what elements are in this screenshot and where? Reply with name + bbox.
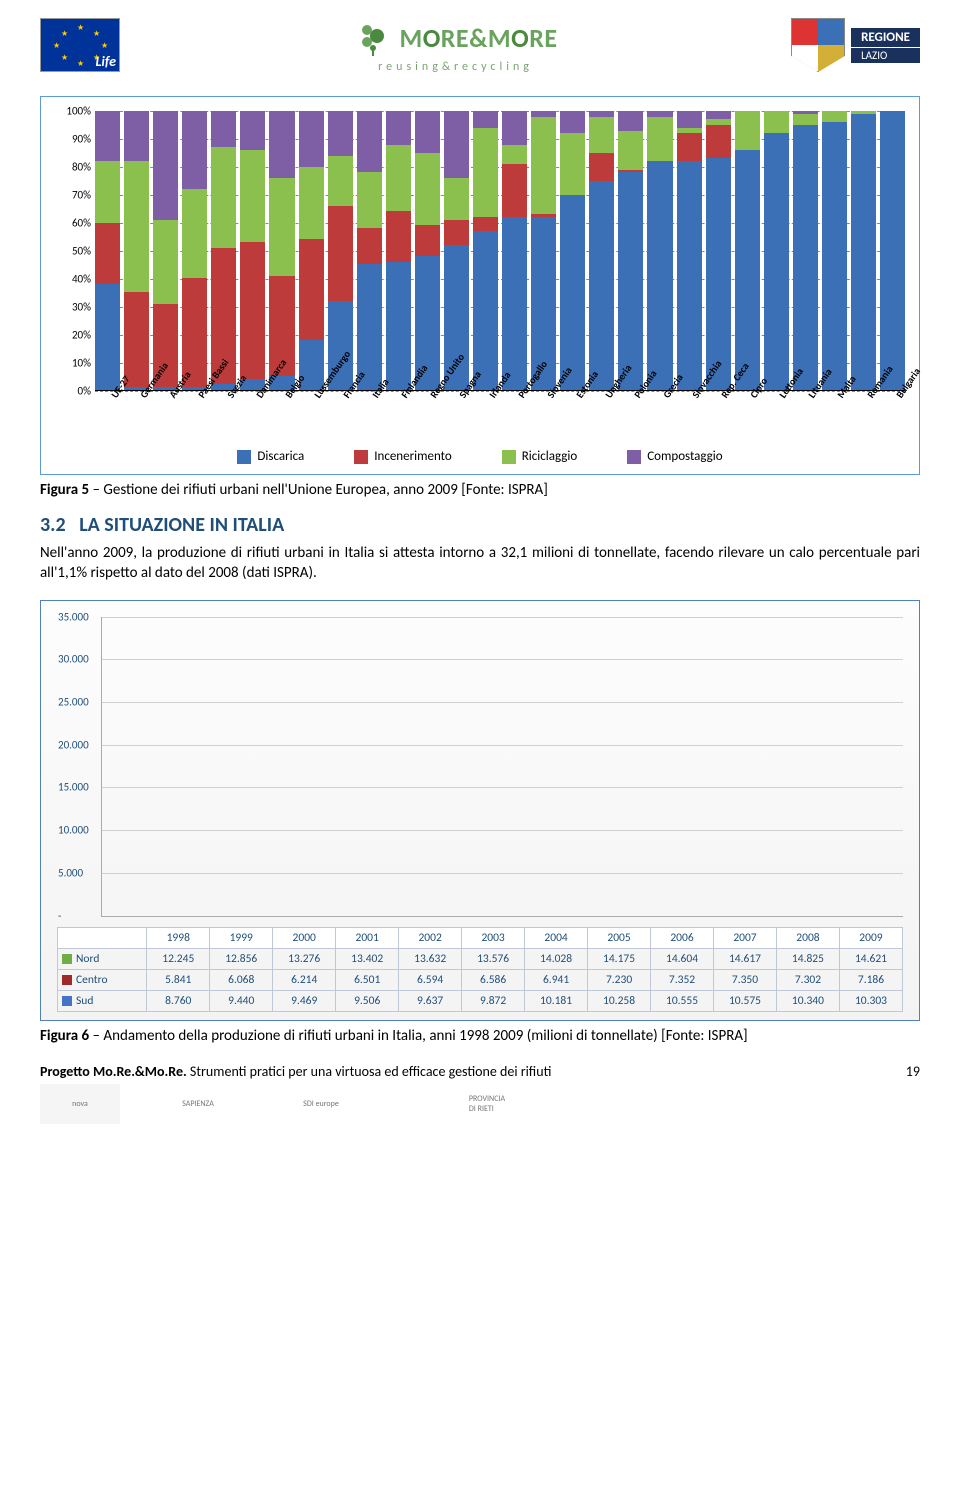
chart1-bar — [328, 111, 353, 390]
footer: Progetto Mo.Re.&Mo.Re. Strumenti pratici… — [40, 1063, 920, 1080]
figure6-text: – Andamento della produzione di rifiuti … — [89, 1027, 747, 1045]
chart1-bar — [240, 111, 265, 390]
figure6-prefix: Figura 6 — [40, 1027, 89, 1045]
chart1-bar — [415, 111, 440, 390]
figure5-prefix: Figura 5 — [40, 481, 89, 499]
chart1-bar — [560, 111, 585, 390]
legend-item: Riciclaggio — [502, 449, 577, 464]
chart1-bar — [153, 111, 178, 390]
page-root: ★★ ★★ ★★ ★★ MORE&MORE reusing&recycling — [0, 0, 960, 1144]
rieti-logo: PROVINCIADI RIETI — [452, 1084, 522, 1124]
chart1-bar — [386, 111, 411, 390]
chart1-bar — [124, 111, 149, 390]
legend-item: Compostaggio — [627, 449, 722, 464]
project-tagline: Strumenti pratici per una virtuosa ed ef… — [187, 1063, 552, 1080]
project-name: Progetto Mo.Re.&Mo.Re. — [40, 1063, 187, 1080]
chart1-bar — [764, 111, 789, 390]
brand-logo: MORE&MORE reusing&recycling — [353, 18, 557, 74]
chart1-bar — [851, 111, 876, 390]
chart1-bar — [357, 111, 382, 390]
sapienza-logo: SAPIENZA — [138, 1084, 258, 1124]
regione-lazio-logo: REGIONE LAZIO — [791, 18, 920, 72]
figure5-caption: Figura 5 – Gestione dei rifiuti urbani n… — [40, 481, 920, 499]
chart1-bar — [706, 111, 731, 390]
partner-logo — [384, 1084, 434, 1124]
chart1-bar — [269, 111, 294, 390]
nova-logo: nova — [40, 1084, 120, 1124]
chart1-legend: Discarica Incenerimento Riciclaggio Compost… — [51, 449, 909, 464]
figure5-text: – Gestione dei rifiuti urbani nell'Union… — [89, 481, 548, 499]
chart1-bar — [618, 111, 643, 390]
chart2-container: -5.00010.00015.00020.00025.00030.00035.0… — [40, 600, 920, 1021]
chart1-bar — [182, 111, 207, 390]
chart1-plot: 0%10%20%30%40%50%60%70%80%90%100% UE-27G… — [95, 111, 905, 441]
chart1-bar — [502, 111, 527, 390]
chart2-data-table: 1998199920002001200220032004200520062007… — [57, 927, 903, 1012]
page-number: 19 — [906, 1063, 920, 1080]
chart1-bar — [793, 111, 818, 390]
chart1-container: 0%10%20%30%40%50%60%70%80%90%100% UE-27G… — [40, 96, 920, 475]
body-paragraph: Nell'anno 2009, la produzione di rifiuti… — [40, 543, 920, 584]
brand-name: MORE&MORE — [399, 22, 557, 54]
legend-item: Discarica — [237, 449, 304, 464]
legend-item: Incenerimento — [354, 449, 452, 464]
chart1-bar — [473, 111, 498, 390]
section-title: LA SITUAZIONE IN ITALIA — [79, 513, 284, 537]
regione-label: REGIONE — [851, 28, 920, 47]
chart1-bar — [677, 111, 702, 390]
chart1-bar — [589, 111, 614, 390]
sdi-logo: SDI europe — [276, 1084, 366, 1124]
chart1-bar — [822, 111, 847, 390]
eu-life-logo: ★★ ★★ ★★ ★★ — [40, 18, 120, 72]
leaf-icon — [353, 18, 393, 58]
header: ★★ ★★ ★★ ★★ MORE&MORE reusing&recycling — [0, 10, 960, 88]
chart1-bar — [211, 111, 236, 390]
chart1-bar — [735, 111, 760, 390]
section-num: 3.2 — [40, 513, 66, 537]
chart2-plot: -5.00010.00015.00020.00025.00030.00035.0… — [101, 617, 903, 917]
chart1-bar — [647, 111, 672, 390]
chart1-bar — [444, 111, 469, 390]
partner-logos: nova SAPIENZA SDI europe PROVINCIADI RIE… — [40, 1084, 920, 1124]
section-heading: 3.2 LA SITUAZIONE IN ITALIA — [40, 513, 920, 537]
lazio-label: LAZIO — [851, 48, 920, 63]
chart1-bar — [299, 111, 324, 390]
chart1-bar — [880, 111, 905, 390]
brand-sub: reusing&recycling — [378, 60, 533, 74]
chart1-bar — [531, 111, 556, 390]
chart1-bar — [95, 111, 120, 390]
figure6-caption: Figura 6 – Andamento della produzione di… — [40, 1027, 920, 1045]
